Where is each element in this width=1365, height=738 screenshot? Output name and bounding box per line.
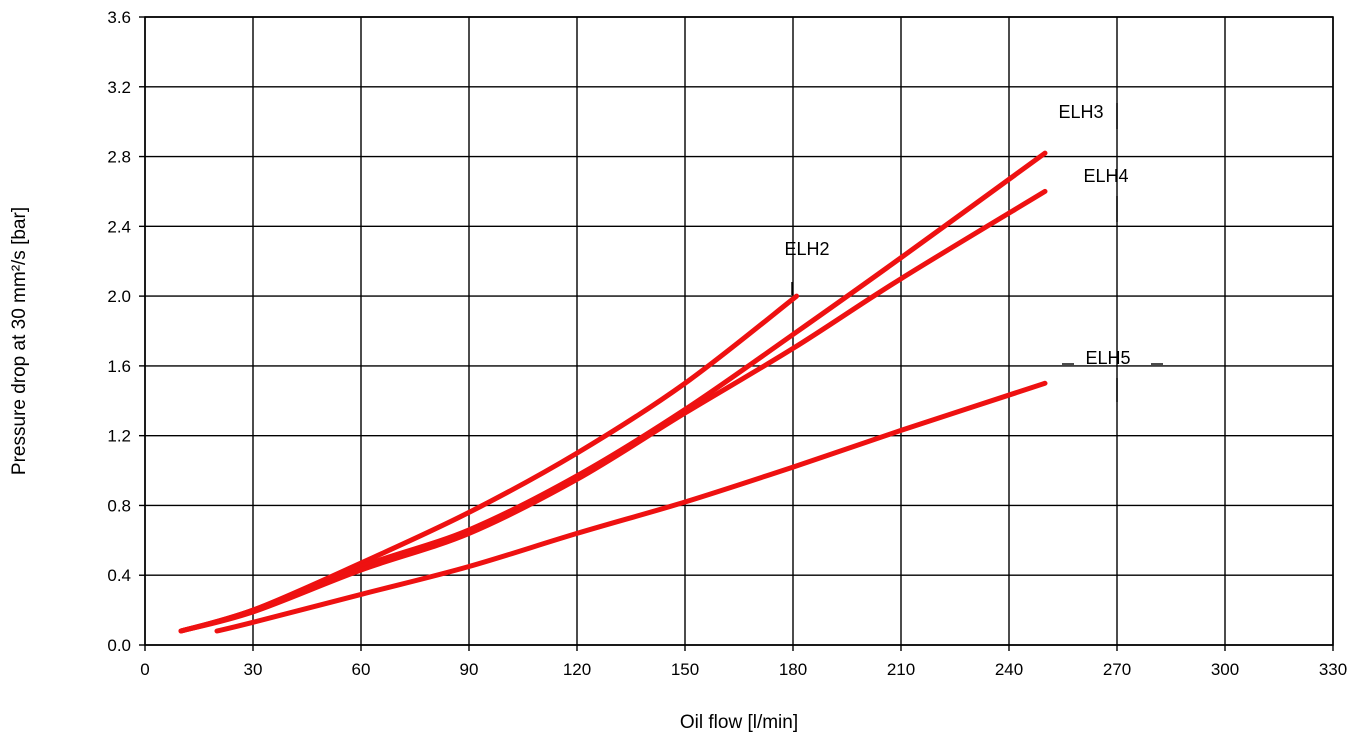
series-label-elh2: ELH2 xyxy=(784,239,829,259)
y-tick-label: 1.6 xyxy=(107,357,131,376)
series-line-elh3 xyxy=(178,150,1048,634)
series-line-elh4 xyxy=(178,188,1048,634)
x-tick-label: 120 xyxy=(563,660,591,679)
x-tick-label: 210 xyxy=(887,660,915,679)
x-tick-label: 60 xyxy=(352,660,371,679)
series-line-elh2 xyxy=(178,293,800,634)
series-line-elh5 xyxy=(214,380,1048,634)
y-tick-label: 0.4 xyxy=(107,566,131,585)
y-tick-label: 0.0 xyxy=(107,636,131,655)
series-lines xyxy=(178,150,1048,634)
y-tick-label: 3.2 xyxy=(107,78,131,97)
x-tick-label: 240 xyxy=(995,660,1023,679)
y-tick-label: 3.6 xyxy=(107,8,131,27)
x-tick-label: 30 xyxy=(244,660,263,679)
y-tick-label: 1.2 xyxy=(107,427,131,446)
series-label-elh5: ELH5 xyxy=(1085,348,1130,368)
y-tick-label: 0.8 xyxy=(107,496,131,515)
y-axis-title: Pressure drop at 30 mm²/s [bar] xyxy=(9,207,30,475)
x-axis-title: Oil flow [l/min] xyxy=(680,712,798,733)
series-label-elh3: ELH3 xyxy=(1058,102,1103,122)
x-tick-label: 270 xyxy=(1103,660,1131,679)
grid xyxy=(144,16,1334,646)
plot-frame xyxy=(144,16,1334,646)
x-tick-label: 330 xyxy=(1319,660,1347,679)
x-tick-label: 0 xyxy=(140,660,149,679)
series-labels: ELH2 ELH3 ELH4 ELH5 xyxy=(784,102,1163,402)
series-label-elh4: ELH4 xyxy=(1083,166,1128,186)
y-tick-label: 2.4 xyxy=(107,217,131,236)
x-tick-label: 300 xyxy=(1211,660,1239,679)
y-tick-label: 2.8 xyxy=(107,148,131,167)
y-tick-label: 2.0 xyxy=(107,287,131,306)
x-tick-label: 150 xyxy=(671,660,699,679)
x-tick-label: 90 xyxy=(460,660,479,679)
y-axis-ticks: 0.0 0.4 0.8 1.2 1.6 2.0 2.4 2.8 3.2 3.6 xyxy=(107,8,145,655)
x-axis-ticks: 0 30 60 90 120 150 180 210 240 270 300 330 xyxy=(140,645,1347,679)
x-tick-label: 180 xyxy=(779,660,807,679)
